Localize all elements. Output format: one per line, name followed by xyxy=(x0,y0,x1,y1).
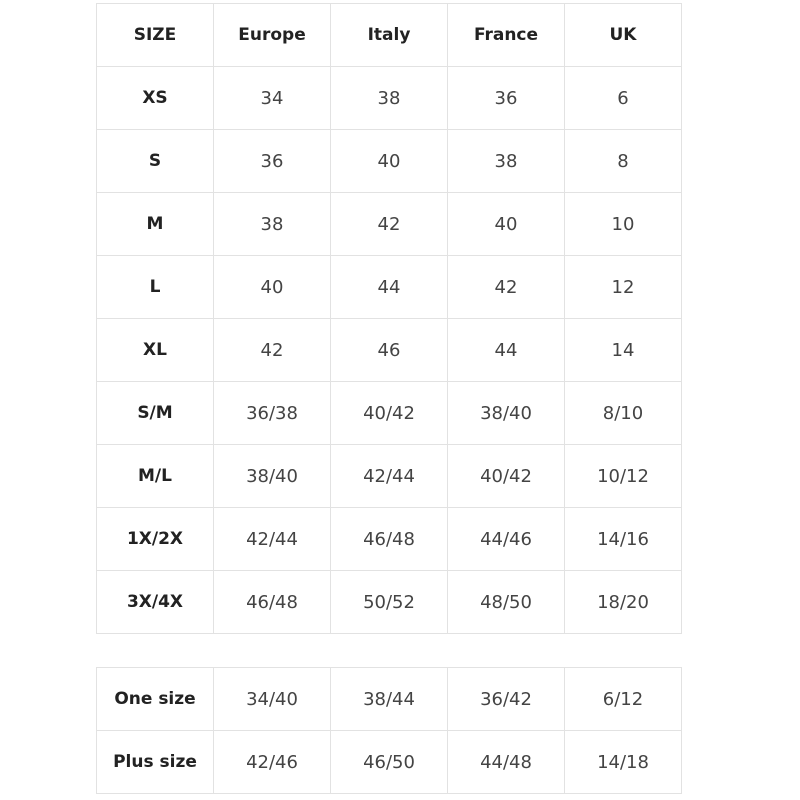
size-label-cell: One size xyxy=(96,667,214,731)
size-value-cell: 38/44 xyxy=(330,667,448,731)
size-value-cell: 36/42 xyxy=(447,667,565,731)
size-label-cell: M/L xyxy=(96,444,214,508)
size-value-cell: 48/50 xyxy=(447,570,565,634)
size-value-cell: 12 xyxy=(564,255,682,319)
table-row: S 36 40 38 8 xyxy=(96,129,682,193)
size-value-cell: 34/40 xyxy=(213,667,331,731)
size-value-cell: 42/44 xyxy=(330,444,448,508)
table-row: S/M 36/38 40/42 38/40 8/10 xyxy=(96,381,682,445)
size-value-cell: 10/12 xyxy=(564,444,682,508)
size-label-cell: XS xyxy=(96,66,214,130)
size-value-cell: 46/48 xyxy=(330,507,448,571)
size-value-cell: 42 xyxy=(330,192,448,256)
size-value-cell: 38 xyxy=(330,66,448,130)
size-value-cell: 8 xyxy=(564,129,682,193)
size-value-cell: 44/46 xyxy=(447,507,565,571)
size-value-cell: 46 xyxy=(330,318,448,382)
table-row: 1X/2X 42/44 46/48 44/46 14/16 xyxy=(96,507,682,571)
size-label-cell: 3X/4X xyxy=(96,570,214,634)
size-value-cell: 8/10 xyxy=(564,381,682,445)
size-value-cell: 14/18 xyxy=(564,730,682,794)
size-value-cell: 40/42 xyxy=(330,381,448,445)
size-value-cell: 40 xyxy=(213,255,331,319)
column-header: Europe xyxy=(213,3,331,67)
size-value-cell: 46/48 xyxy=(213,570,331,634)
size-value-cell: 46/50 xyxy=(330,730,448,794)
header-row: SIZE Europe Italy France UK xyxy=(96,3,682,67)
size-label-cell: M xyxy=(96,192,214,256)
size-value-cell: 50/52 xyxy=(330,570,448,634)
size-value-cell: 42 xyxy=(447,255,565,319)
table-row: One size 34/40 38/44 36/42 6/12 xyxy=(96,667,682,731)
size-value-cell: 44 xyxy=(447,318,565,382)
size-value-cell: 44/48 xyxy=(447,730,565,794)
size-value-cell: 36 xyxy=(447,66,565,130)
size-value-cell: 38 xyxy=(447,129,565,193)
size-value-cell: 38/40 xyxy=(213,444,331,508)
table-row: Plus size 42/46 46/50 44/48 14/18 xyxy=(96,730,682,794)
size-value-cell: 6 xyxy=(564,66,682,130)
size-label-cell: S/M xyxy=(96,381,214,445)
size-label-cell: XL xyxy=(96,318,214,382)
size-value-cell: 40 xyxy=(447,192,565,256)
size-value-cell: 14 xyxy=(564,318,682,382)
size-value-cell: 40 xyxy=(330,129,448,193)
one-plus-size-table: One size 34/40 38/44 36/42 6/12 Plus size 42/4… xyxy=(96,667,682,794)
size-label-cell: 1X/2X xyxy=(96,507,214,571)
size-value-cell: 14/16 xyxy=(564,507,682,571)
column-header: UK xyxy=(564,3,682,67)
size-value-cell: 36 xyxy=(213,129,331,193)
size-label-cell: S xyxy=(96,129,214,193)
size-chart-table: SIZE Europe Italy France UK XS 34 38 36 6 S 36 40 38 8… xyxy=(96,3,682,634)
size-value-cell: 42/44 xyxy=(213,507,331,571)
size-value-cell: 10 xyxy=(564,192,682,256)
table-row: M 38 42 40 10 xyxy=(96,192,682,256)
size-value-cell: 42 xyxy=(213,318,331,382)
table-row: XL 42 46 44 14 xyxy=(96,318,682,382)
size-value-cell: 18/20 xyxy=(564,570,682,634)
size-value-cell: 40/42 xyxy=(447,444,565,508)
size-value-cell: 34 xyxy=(213,66,331,130)
column-header: Italy xyxy=(330,3,448,67)
size-value-cell: 38/40 xyxy=(447,381,565,445)
column-header: SIZE xyxy=(96,3,214,67)
size-value-cell: 38 xyxy=(213,192,331,256)
column-header: France xyxy=(447,3,565,67)
table-row: 3X/4X 46/48 50/52 48/50 18/20 xyxy=(96,570,682,634)
size-value-cell: 42/46 xyxy=(213,730,331,794)
table-row: XS 34 38 36 6 xyxy=(96,66,682,130)
table-row: L 40 44 42 12 xyxy=(96,255,682,319)
size-value-cell: 36/38 xyxy=(213,381,331,445)
table-row: M/L 38/40 42/44 40/42 10/12 xyxy=(96,444,682,508)
size-value-cell: 6/12 xyxy=(564,667,682,731)
size-value-cell: 44 xyxy=(330,255,448,319)
size-label-cell: L xyxy=(96,255,214,319)
size-label-cell: Plus size xyxy=(96,730,214,794)
